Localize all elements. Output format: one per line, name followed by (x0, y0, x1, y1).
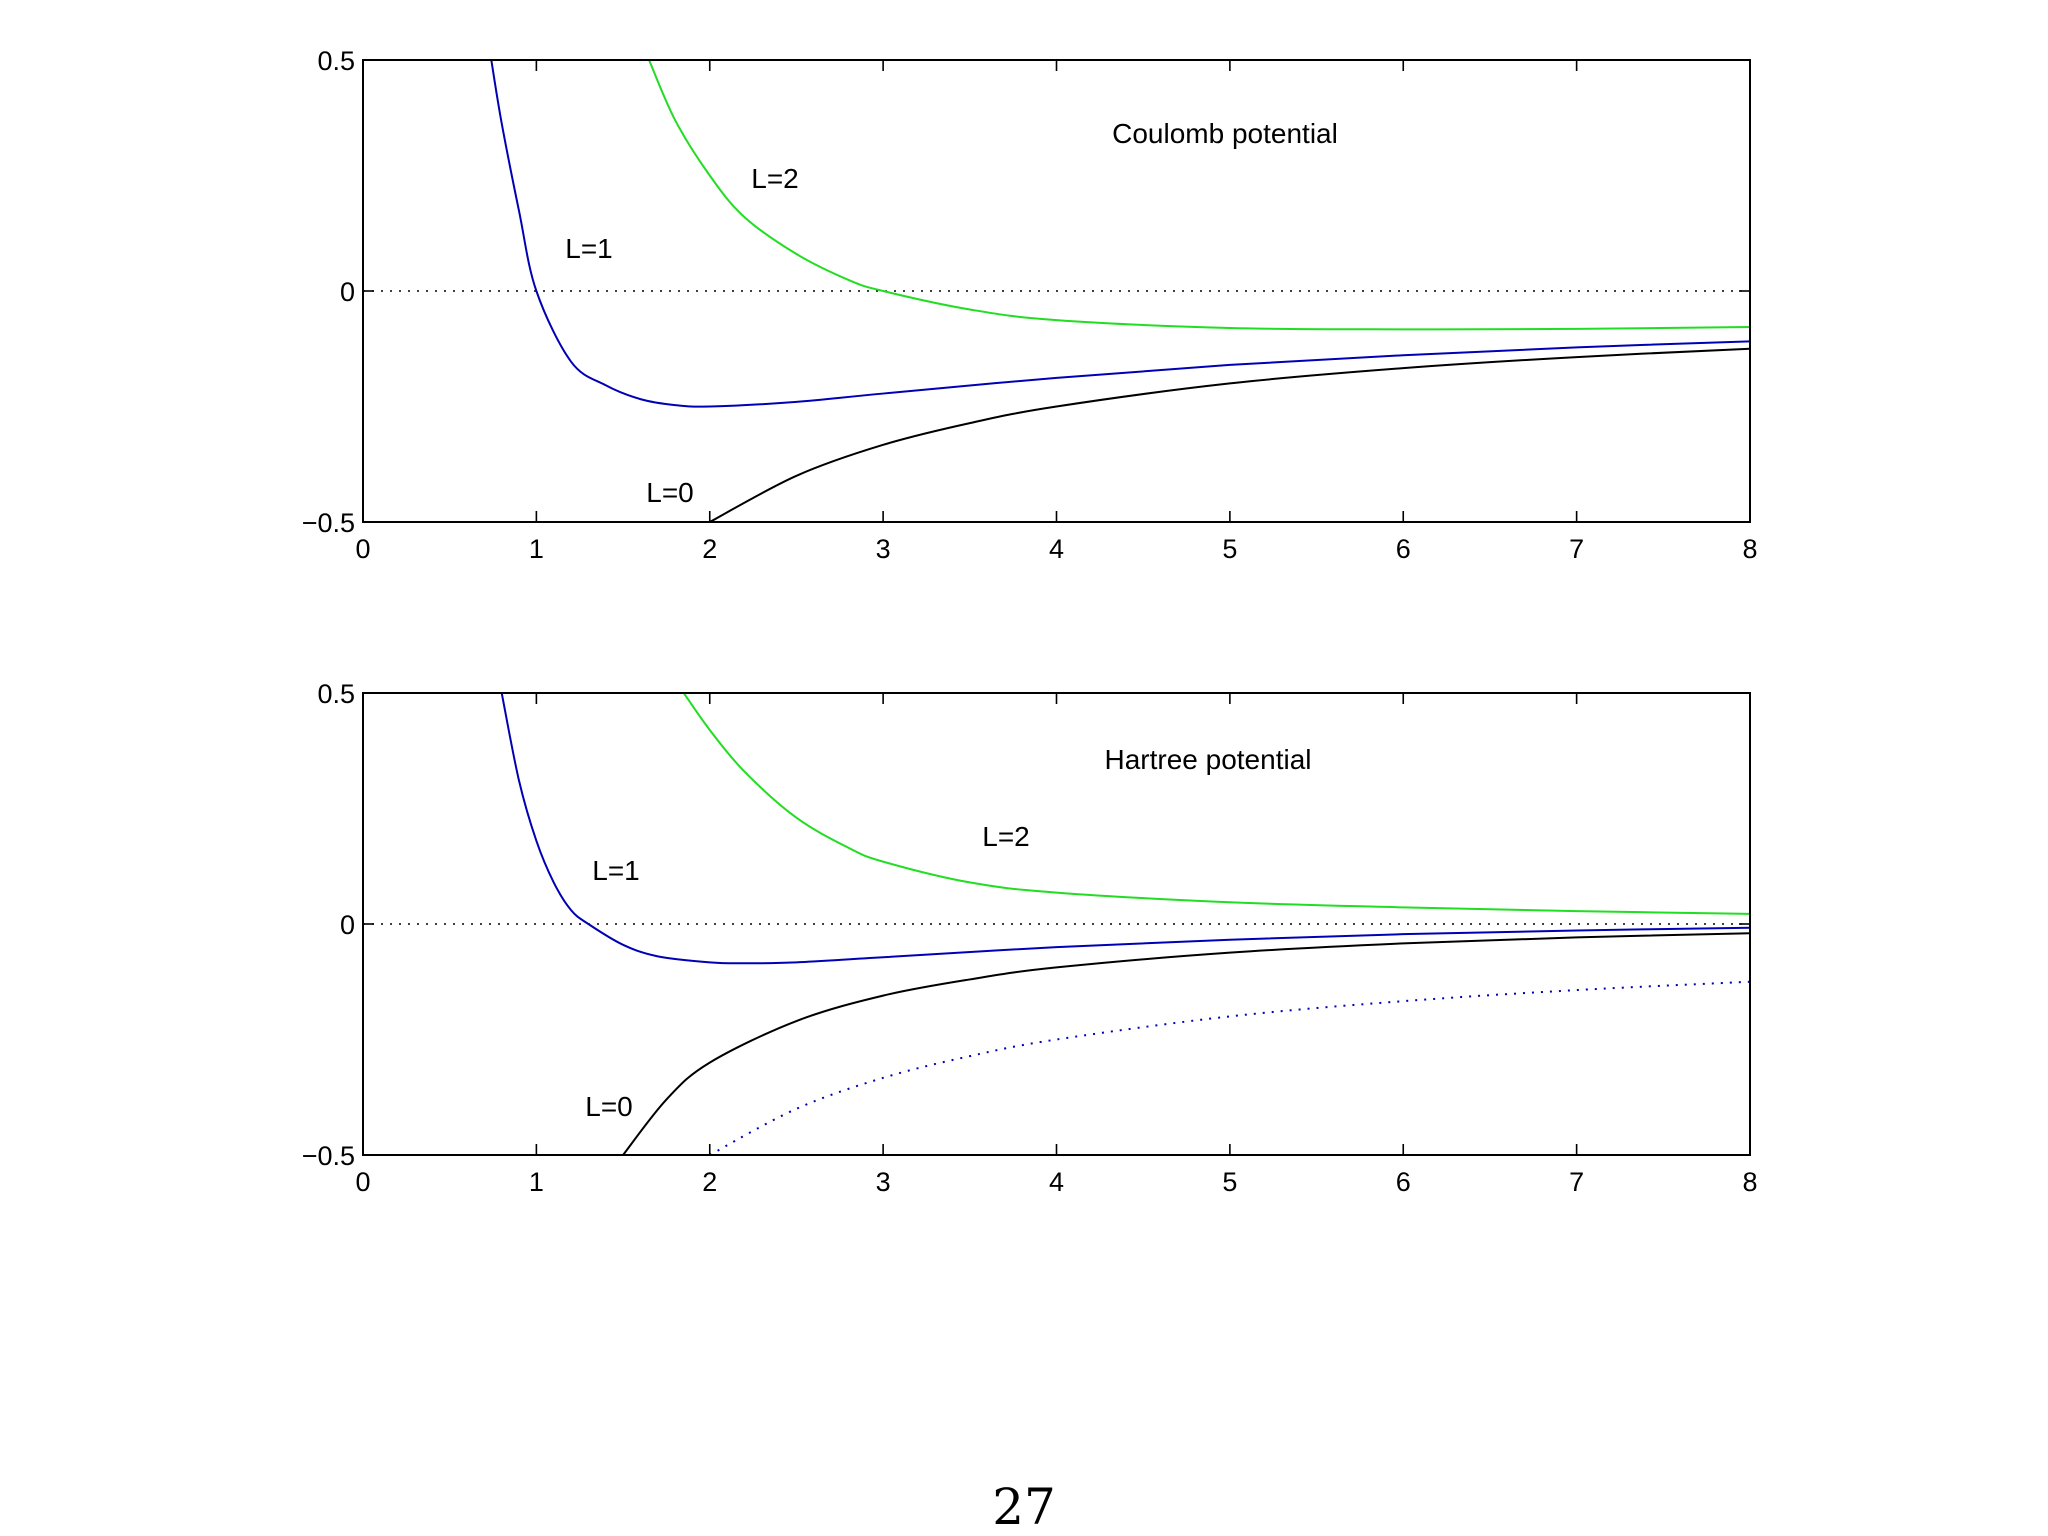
series-l1-line (500, 693, 1750, 965)
x-tick-label: 0 (355, 534, 370, 564)
panel-title: Coulomb potential (1112, 118, 1338, 149)
x-tick-label: 1 (529, 1167, 544, 1197)
series-l0-line (622, 932, 1750, 1155)
y-tick-label: −0.5 (302, 508, 355, 538)
series-l1-line (490, 60, 1750, 408)
y-tick-label: 0.5 (317, 46, 355, 76)
page-number: 27 (992, 1478, 1056, 1536)
series-l2-line (648, 60, 1750, 331)
label-l2: L=2 (751, 163, 799, 194)
series-l0-line (709, 347, 1750, 522)
x-tick-label: 4 (1049, 534, 1064, 564)
x-tick-label: 5 (1222, 1167, 1237, 1197)
x-tick-label: 0 (355, 1167, 370, 1197)
hartree-panel: 0 1 2 3 4 5 6 7 8−0.500.5 Hartree potential L=2 … (302, 679, 1758, 1197)
x-tick-label: 5 (1222, 534, 1237, 564)
series-dotted-reference-line (709, 980, 1750, 1155)
x-tick-label: 2 (702, 1167, 717, 1197)
x-tick-label: 4 (1049, 1167, 1064, 1197)
x-tick-label: 7 (1569, 534, 1584, 564)
x-tick-label: 1 (529, 534, 544, 564)
panel-title: Hartree potential (1104, 744, 1311, 775)
y-tick-label: 0 (340, 910, 355, 940)
x-tick-label: 2 (702, 534, 717, 564)
y-tick-label: 0 (340, 277, 355, 307)
label-l0: L=0 (585, 1091, 633, 1122)
label-l2: L=2 (982, 821, 1030, 852)
x-tick-label: 6 (1396, 534, 1411, 564)
label-l1: L=1 (592, 855, 640, 886)
series-l2-line (682, 693, 1750, 915)
y-tick-label: 0.5 (317, 679, 355, 709)
x-tick-label: 7 (1569, 1167, 1584, 1197)
y-tick-label: −0.5 (302, 1141, 355, 1171)
x-tick-label: 3 (876, 1167, 891, 1197)
x-tick-label: 3 (876, 534, 891, 564)
label-l1: L=1 (565, 233, 613, 264)
x-tick-label: 8 (1742, 1167, 1757, 1197)
label-l0: L=0 (646, 477, 694, 508)
coulomb-panel: 0 1 2 3 4 5 6 7 8−0.500.5 Coulomb potential L=2 … (302, 46, 1758, 564)
x-tick-label: 8 (1742, 534, 1757, 564)
x-tick-label: 6 (1396, 1167, 1411, 1197)
